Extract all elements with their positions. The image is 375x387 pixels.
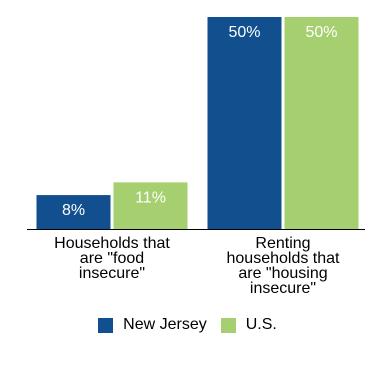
bar-new-jersey-1 — [208, 17, 282, 229]
bar-u-s-1 — [285, 17, 359, 229]
category-label-0: Households that are "food insecure" — [54, 235, 170, 282]
legend-label-us: U.S. — [246, 316, 277, 334]
legend-label-new-jersey: New Jersey — [123, 316, 207, 334]
category-labels: Households that are "food insecure" Renting… — [54, 235, 340, 297]
bar-value-label-new-jersey-0: 8% — [62, 202, 85, 219]
bar-chart: 8% 50% 11% 50% Households that are "food inse… — [0, 0, 375, 310]
bar-value-label-u-s-1: 50% — [305, 24, 337, 41]
category-label-1: Renting households that are "housing insecu… — [227, 235, 341, 297]
bars-group: 8% 50% 11% 50% — [37, 17, 359, 229]
legend: New Jersey U.S. — [0, 316, 375, 334]
bar-value-label-new-jersey-1: 50% — [228, 24, 260, 41]
legend-item-new-jersey: New Jersey — [98, 316, 207, 334]
bar-value-label-u-s-0: 11% — [135, 189, 166, 206]
legend-item-us: U.S. — [221, 316, 277, 334]
legend-swatch-us — [221, 318, 236, 333]
legend-swatch-new-jersey — [98, 318, 113, 333]
